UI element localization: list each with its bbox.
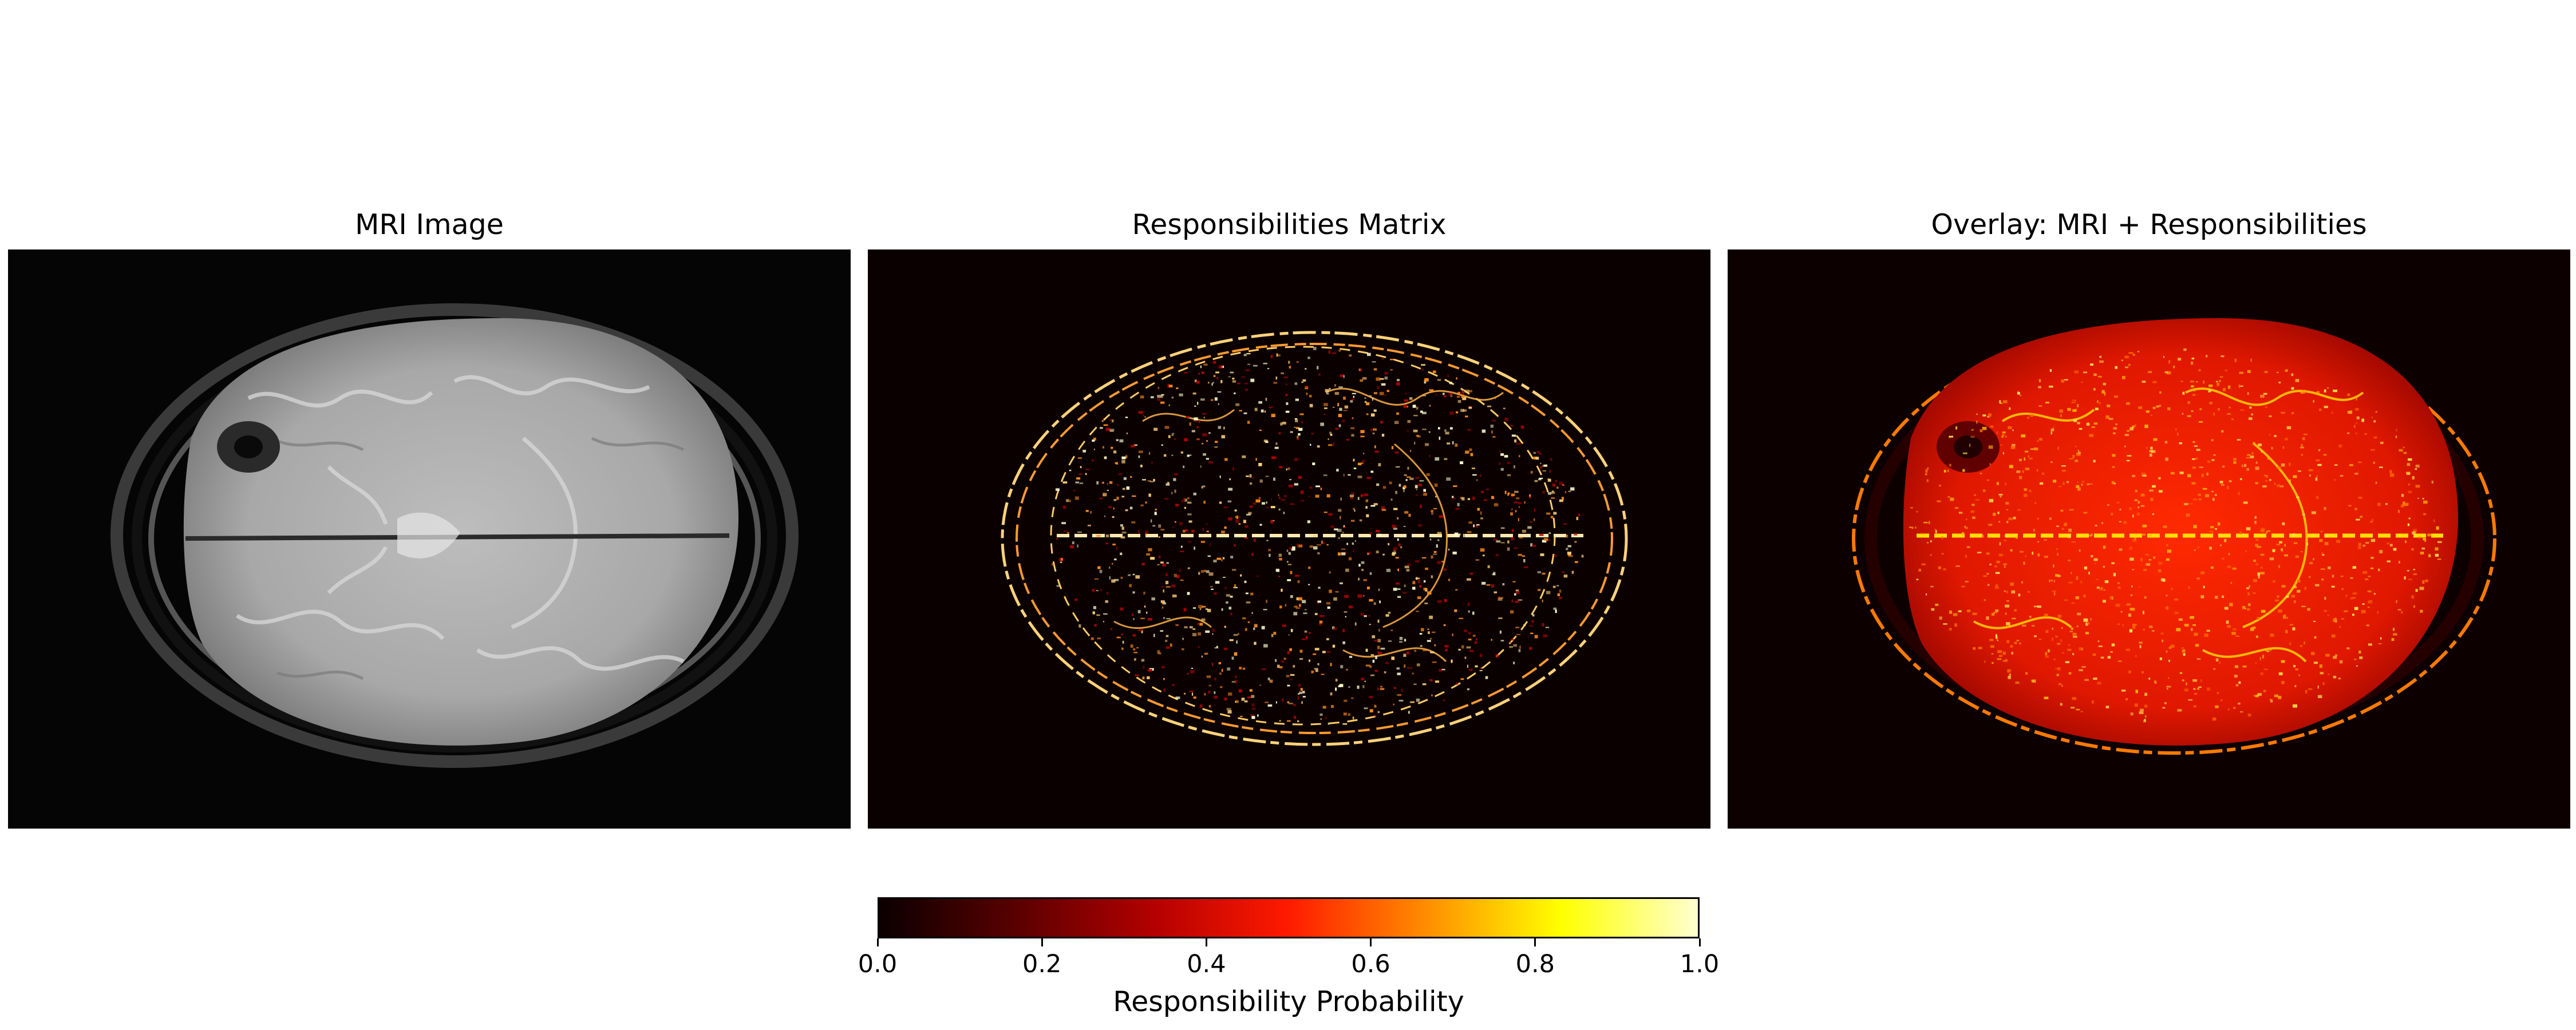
colorbar-tick-label: 0.6 bbox=[1351, 950, 1390, 978]
responsibilities-panel bbox=[868, 249, 1710, 829]
colorbar-tick bbox=[1370, 938, 1372, 946]
colorbar-tick bbox=[876, 938, 879, 946]
responsibilities-heatmap bbox=[868, 249, 1710, 829]
mri-brain-image bbox=[8, 249, 851, 829]
panel-title-responsibilities: Responsibilities Matrix bbox=[1132, 208, 1447, 241]
overlay-image bbox=[1728, 249, 2570, 829]
colorbar-tick bbox=[1205, 938, 1207, 946]
colorbar-tick-label: 0.4 bbox=[1187, 950, 1226, 978]
colorbar-label: Responsibility Probability bbox=[1113, 985, 1464, 1018]
colorbar-tick-label: 0.0 bbox=[858, 950, 898, 978]
colorbar bbox=[878, 897, 1700, 938]
colorbar-tick bbox=[1534, 938, 1536, 946]
panel-title-overlay: Overlay: MRI + Responsibilities bbox=[1931, 208, 2367, 241]
colorbar-tick-label: 1.0 bbox=[1680, 950, 1720, 978]
overlay-panel bbox=[1728, 249, 2570, 829]
panel-title-mri: MRI Image bbox=[355, 208, 504, 241]
mri-image-panel bbox=[8, 249, 851, 829]
colorbar-tick bbox=[1698, 938, 1701, 946]
colorbar-tick bbox=[1041, 938, 1043, 946]
colorbar-tick-label: 0.2 bbox=[1022, 950, 1062, 978]
colorbar-tick-label: 0.8 bbox=[1515, 950, 1555, 978]
